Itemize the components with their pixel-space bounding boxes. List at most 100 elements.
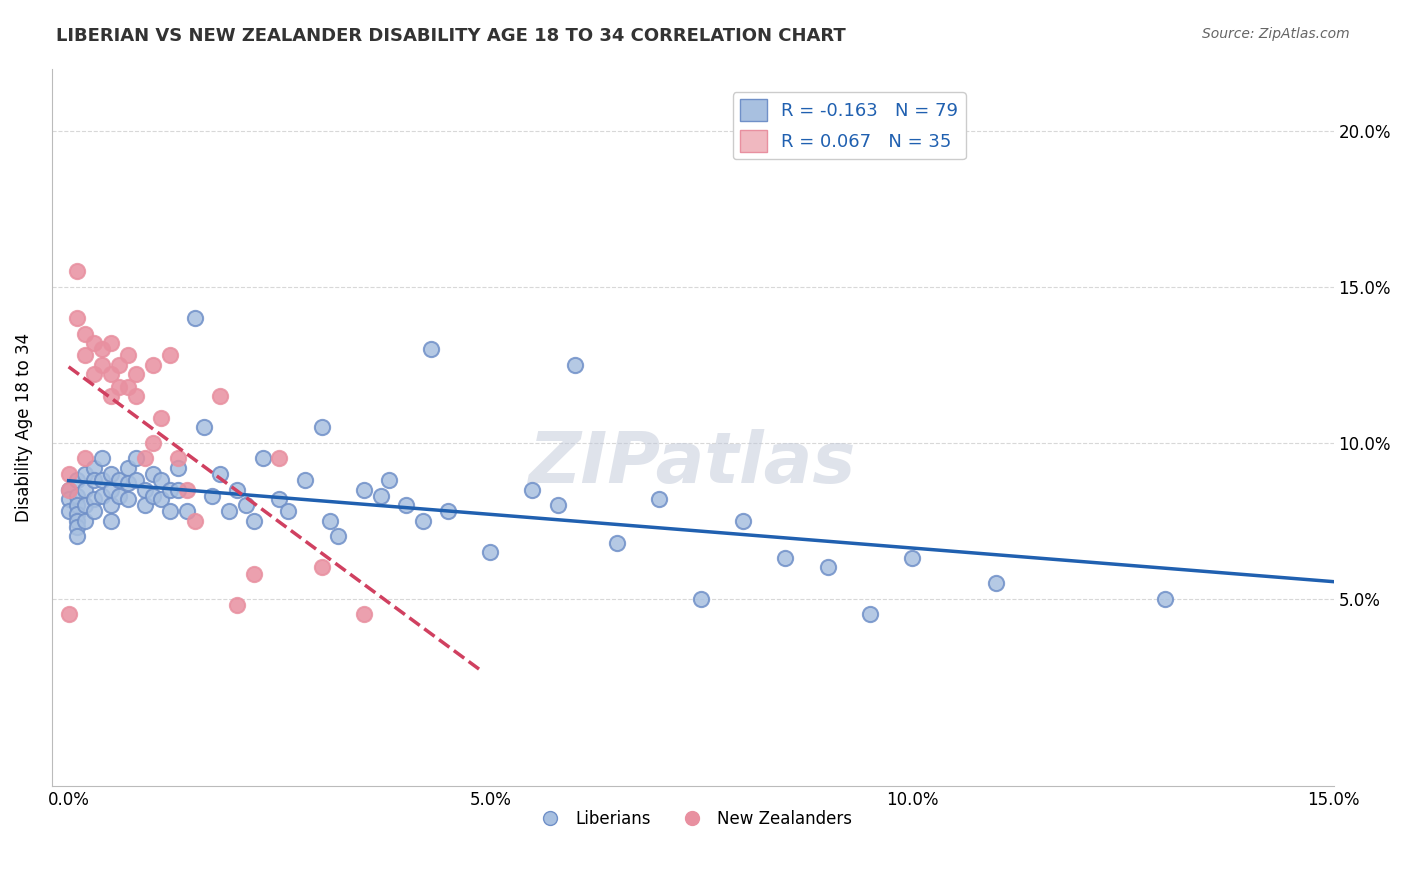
Point	[125, 367, 148, 381]
Point	[176, 483, 198, 497]
Point	[294, 473, 316, 487]
Point	[269, 491, 291, 506]
Text: Source: ZipAtlas.com: Source: ZipAtlas.com	[1202, 27, 1350, 41]
Point	[100, 514, 122, 528]
Point	[134, 483, 156, 497]
Point	[91, 342, 114, 356]
Point	[75, 483, 97, 497]
Point	[108, 489, 131, 503]
Point	[277, 504, 299, 518]
Point	[142, 467, 165, 481]
Point	[66, 311, 89, 326]
Point	[142, 489, 165, 503]
Point	[66, 514, 89, 528]
Point	[184, 311, 207, 326]
Point	[986, 576, 1008, 591]
Point	[201, 489, 224, 503]
Point	[243, 514, 266, 528]
Legend: Liberians, New Zealanders: Liberians, New Zealanders	[527, 804, 859, 835]
Point	[117, 379, 139, 393]
Point	[353, 607, 375, 622]
Point	[58, 607, 80, 622]
Point	[226, 483, 249, 497]
Text: LIBERIAN VS NEW ZEALANDER DISABILITY AGE 18 TO 34 CORRELATION CHART: LIBERIAN VS NEW ZEALANDER DISABILITY AGE…	[56, 27, 846, 45]
Point	[108, 358, 131, 372]
Point	[395, 498, 418, 512]
Point	[91, 489, 114, 503]
Point	[437, 504, 460, 518]
Point	[66, 508, 89, 522]
Point	[378, 473, 401, 487]
Point	[117, 491, 139, 506]
Point	[193, 420, 215, 434]
Point	[100, 389, 122, 403]
Point	[319, 514, 342, 528]
Point	[75, 514, 97, 528]
Point	[420, 342, 443, 356]
Point	[91, 473, 114, 487]
Point	[66, 520, 89, 534]
Point	[100, 335, 122, 350]
Point	[159, 348, 181, 362]
Point	[75, 326, 97, 341]
Point	[150, 410, 173, 425]
Point	[100, 367, 122, 381]
Point	[58, 491, 80, 506]
Point	[648, 491, 671, 506]
Point	[142, 435, 165, 450]
Point	[58, 483, 80, 497]
Point	[134, 451, 156, 466]
Point	[125, 389, 148, 403]
Point	[125, 473, 148, 487]
Point	[412, 514, 434, 528]
Point	[218, 504, 240, 518]
Point	[117, 476, 139, 491]
Point	[690, 591, 713, 606]
Text: ZIPatlas: ZIPatlas	[529, 428, 856, 498]
Point	[328, 529, 350, 543]
Point	[100, 498, 122, 512]
Point	[311, 420, 333, 434]
Point	[243, 566, 266, 581]
Point	[75, 451, 97, 466]
Point	[353, 483, 375, 497]
Point	[66, 529, 89, 543]
Point	[83, 473, 105, 487]
Point	[117, 460, 139, 475]
Point	[176, 504, 198, 518]
Point	[547, 498, 569, 512]
Point	[108, 473, 131, 487]
Point	[100, 483, 122, 497]
Point	[83, 460, 105, 475]
Point	[108, 379, 131, 393]
Point	[117, 348, 139, 362]
Point	[775, 551, 797, 566]
Point	[83, 504, 105, 518]
Point	[75, 467, 97, 481]
Point	[370, 489, 392, 503]
Point	[479, 545, 502, 559]
Point	[859, 607, 882, 622]
Point	[66, 498, 89, 512]
Point	[269, 451, 291, 466]
Point	[83, 367, 105, 381]
Point	[83, 491, 105, 506]
Point	[75, 348, 97, 362]
Point	[66, 473, 89, 487]
Point	[184, 514, 207, 528]
Point	[125, 451, 148, 466]
Point	[66, 264, 89, 278]
Point	[167, 483, 190, 497]
Point	[817, 560, 839, 574]
Point	[58, 504, 80, 518]
Point	[159, 483, 181, 497]
Point	[150, 491, 173, 506]
Point	[606, 535, 628, 549]
Point	[91, 358, 114, 372]
Point	[58, 467, 80, 481]
Point	[58, 483, 80, 497]
Point	[226, 598, 249, 612]
Point	[1154, 591, 1177, 606]
Point	[100, 467, 122, 481]
Point	[733, 514, 755, 528]
